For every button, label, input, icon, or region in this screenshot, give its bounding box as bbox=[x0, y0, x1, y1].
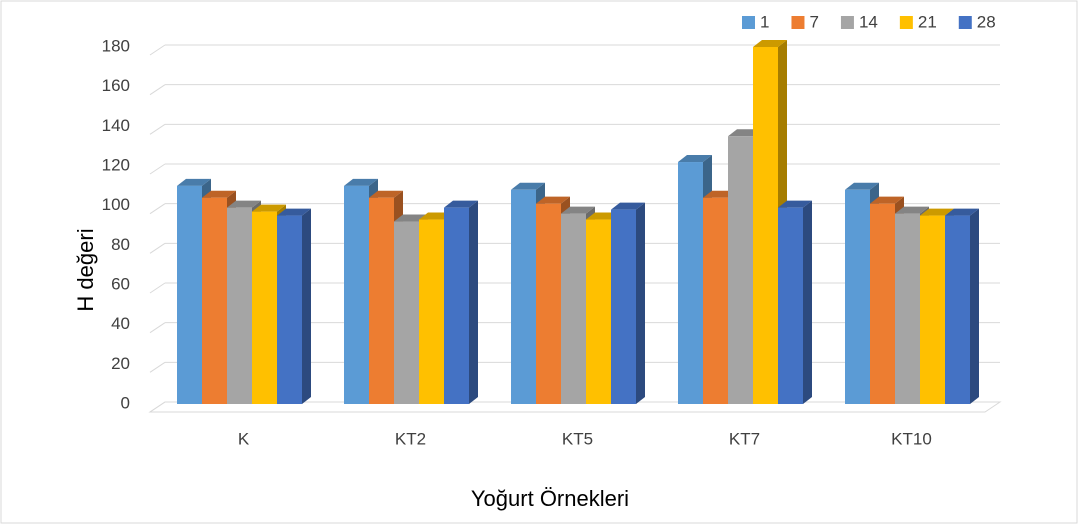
bar bbox=[444, 200, 478, 404]
grid-line bbox=[149, 84, 166, 96]
legend-swatch bbox=[742, 16, 755, 29]
x-tick-label: KT7 bbox=[729, 429, 760, 448]
grid-line bbox=[149, 203, 166, 215]
y-tick-label: 180 bbox=[102, 36, 130, 55]
bar-top bbox=[277, 208, 311, 216]
y-tick-label: 100 bbox=[102, 195, 130, 214]
bar-side bbox=[302, 208, 311, 404]
x-axis-title: Yoğurt Örnekleri bbox=[471, 486, 629, 511]
x-tick-label: K bbox=[238, 429, 250, 448]
bar-top bbox=[870, 196, 904, 204]
bar-top bbox=[895, 206, 929, 214]
bar-side bbox=[636, 202, 645, 404]
bar bbox=[277, 208, 311, 404]
y-tick-label: 140 bbox=[102, 116, 130, 135]
bar-front bbox=[945, 215, 970, 404]
y-tick-label: 120 bbox=[102, 155, 130, 174]
bar-front bbox=[419, 219, 444, 404]
y-tick-label: 160 bbox=[102, 76, 130, 95]
bar-top bbox=[753, 40, 787, 47]
x-tick-label: KT10 bbox=[891, 429, 932, 448]
legend-swatch bbox=[958, 16, 972, 29]
bar-top bbox=[778, 200, 812, 208]
bar-top bbox=[202, 190, 236, 198]
bar-top bbox=[945, 208, 979, 216]
legend-swatch bbox=[791, 16, 805, 29]
grid-line bbox=[149, 282, 166, 294]
bar-top bbox=[444, 200, 478, 208]
legend-swatch bbox=[840, 16, 854, 29]
y-tick-label: 60 bbox=[111, 274, 130, 293]
bar-top bbox=[678, 155, 712, 163]
bar-front bbox=[252, 211, 277, 404]
bar-front bbox=[394, 221, 419, 404]
bar-front bbox=[369, 197, 394, 404]
bar-front bbox=[586, 219, 611, 404]
legend-label: 21 bbox=[918, 12, 937, 31]
bar-front bbox=[227, 207, 252, 404]
grid-line bbox=[149, 361, 166, 373]
bar bbox=[778, 200, 812, 404]
bar-front bbox=[753, 47, 778, 404]
grid-line bbox=[149, 163, 166, 175]
legend-label: 28 bbox=[977, 12, 996, 31]
bar-top bbox=[611, 202, 645, 210]
legend-label: 1 bbox=[760, 12, 769, 31]
bar-front bbox=[202, 197, 227, 404]
bar bbox=[611, 202, 645, 404]
bar-front bbox=[870, 203, 895, 404]
bar-top bbox=[177, 178, 211, 186]
grid-line bbox=[149, 322, 166, 334]
bar-front bbox=[678, 162, 703, 404]
bar-front bbox=[920, 215, 945, 404]
y-tick-label: 0 bbox=[121, 393, 130, 412]
y-axis-title: H değeri bbox=[73, 228, 98, 311]
x-tick-label: KT2 bbox=[395, 429, 426, 448]
bar-front bbox=[536, 203, 561, 404]
bar-top bbox=[344, 178, 378, 186]
bar bbox=[945, 208, 979, 404]
bar-top bbox=[369, 190, 403, 198]
bar-front bbox=[703, 197, 728, 404]
bar-top bbox=[252, 204, 286, 212]
grid-line bbox=[149, 123, 166, 135]
bar-side bbox=[803, 200, 812, 404]
legend-label: 14 bbox=[859, 12, 878, 31]
y-tick-label: 80 bbox=[111, 235, 130, 254]
y-tick-label: 20 bbox=[111, 354, 130, 373]
bar-front bbox=[444, 207, 469, 404]
bar-top bbox=[511, 182, 545, 190]
bar-side bbox=[469, 200, 478, 404]
bar-top bbox=[227, 200, 261, 208]
bar-front bbox=[277, 215, 302, 404]
bar-front bbox=[778, 207, 803, 404]
bar-front bbox=[177, 185, 202, 404]
floor bbox=[148, 401, 1002, 413]
bar-front bbox=[561, 213, 586, 404]
bar-front bbox=[845, 189, 870, 404]
x-tick-label: KT5 bbox=[562, 429, 593, 448]
bar-top bbox=[536, 196, 570, 204]
bar-top bbox=[561, 206, 595, 214]
y-tick-label: 40 bbox=[111, 314, 130, 333]
bar-top bbox=[920, 208, 954, 216]
bar-side bbox=[970, 208, 979, 404]
bar-front bbox=[344, 185, 369, 404]
grid-line bbox=[149, 44, 166, 56]
bar-front bbox=[895, 213, 920, 404]
bar-front bbox=[611, 209, 636, 404]
legend-swatch bbox=[899, 16, 913, 29]
bar-front bbox=[728, 136, 753, 404]
legend-label: 7 bbox=[809, 12, 818, 31]
grid-line bbox=[149, 242, 166, 254]
bar-top bbox=[845, 182, 879, 190]
bar-front bbox=[511, 189, 536, 404]
